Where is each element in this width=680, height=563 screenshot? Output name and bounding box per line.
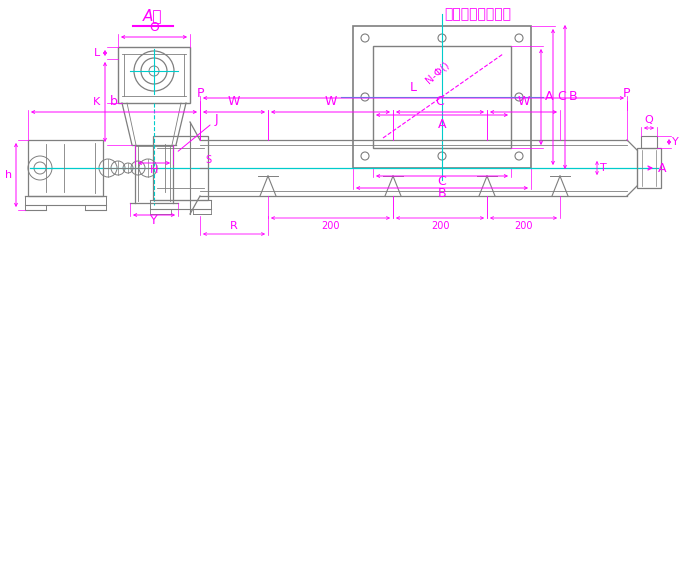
Text: W: W xyxy=(228,95,240,108)
Text: A: A xyxy=(658,162,666,175)
Circle shape xyxy=(438,152,446,160)
Text: O: O xyxy=(149,21,159,34)
Text: P: P xyxy=(197,87,204,100)
Bar xyxy=(373,46,511,148)
Text: Q: Q xyxy=(645,115,653,125)
Circle shape xyxy=(438,34,446,42)
Text: R: R xyxy=(230,221,238,231)
Text: C: C xyxy=(438,175,446,188)
Circle shape xyxy=(515,34,523,42)
Text: 进出料口法兰尺寸: 进出料口法兰尺寸 xyxy=(445,7,511,21)
Text: 200: 200 xyxy=(430,221,449,231)
Bar xyxy=(641,136,657,148)
Text: H: H xyxy=(150,165,158,175)
Bar xyxy=(153,136,208,200)
Text: Y: Y xyxy=(150,214,158,227)
Text: A: A xyxy=(545,91,554,104)
Text: W: W xyxy=(324,95,337,108)
Text: Y: Y xyxy=(672,137,679,147)
Text: C: C xyxy=(436,95,444,108)
Text: A向: A向 xyxy=(143,8,163,24)
Text: P: P xyxy=(624,87,631,100)
Text: C: C xyxy=(557,91,566,104)
Bar xyxy=(118,47,190,103)
Text: 200: 200 xyxy=(321,221,340,231)
Circle shape xyxy=(515,152,523,160)
Text: J: J xyxy=(178,113,219,151)
Text: B: B xyxy=(438,187,446,200)
Text: b: b xyxy=(110,95,118,108)
Text: S: S xyxy=(205,155,211,165)
Text: W: W xyxy=(517,95,530,108)
Text: h: h xyxy=(5,170,12,180)
Bar xyxy=(28,140,103,196)
Circle shape xyxy=(361,34,369,42)
Bar xyxy=(637,148,661,188)
Text: K: K xyxy=(92,97,100,107)
Circle shape xyxy=(361,152,369,160)
Text: L: L xyxy=(94,48,100,58)
Bar xyxy=(353,26,531,168)
Text: T: T xyxy=(600,163,607,173)
Text: N-Φ(): N-Φ() xyxy=(424,59,451,85)
Text: A: A xyxy=(438,118,446,131)
Circle shape xyxy=(361,93,369,101)
Text: 200: 200 xyxy=(514,221,532,231)
Circle shape xyxy=(515,93,523,101)
Text: L: L xyxy=(410,81,417,94)
Text: B: B xyxy=(569,91,577,104)
